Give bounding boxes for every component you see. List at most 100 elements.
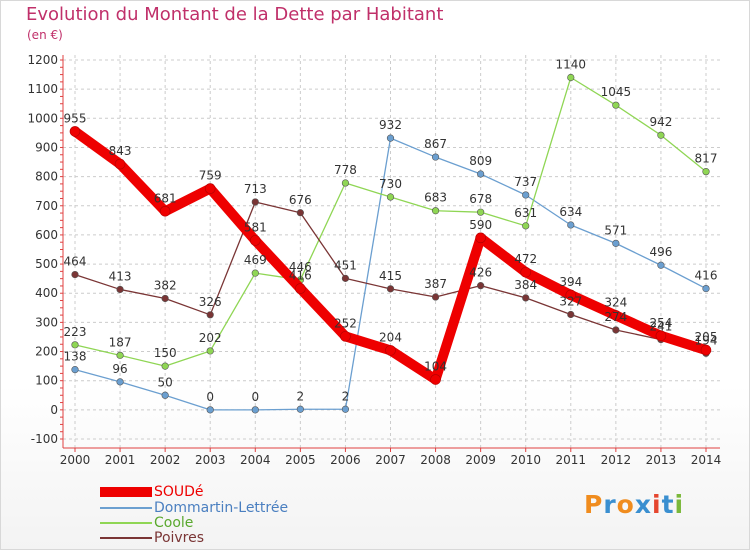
logo-letter: t: [661, 490, 675, 519]
series-point-3: [567, 310, 575, 319]
series-point-0: [340, 331, 351, 342]
data-label: 464: [64, 255, 87, 269]
logo-letter: x: [634, 490, 652, 519]
series-point-3: [522, 294, 530, 302]
series-point-3: [251, 198, 259, 206]
series-point-2: [161, 362, 169, 370]
series-point-2: [657, 131, 665, 139]
series-point-2: [702, 168, 710, 176]
data-label: 416: [289, 269, 312, 283]
legend-label: Coole: [154, 515, 194, 531]
series-point-2: [612, 101, 620, 109]
series-point-2: [477, 208, 485, 216]
proxiti-logo: Proxiti: [584, 490, 684, 519]
series-point-1: [522, 191, 530, 199]
y-tick-label: 1000: [27, 111, 58, 125]
y-tick-label: -100: [31, 432, 58, 446]
series-point-0: [520, 266, 532, 278]
data-label: 416: [695, 269, 718, 283]
data-label: 0: [251, 390, 259, 404]
data-label: 326: [199, 295, 222, 309]
y-tick-label: 800: [35, 170, 58, 184]
series-point-1: [296, 405, 304, 413]
logo-letter: r: [603, 490, 617, 519]
series-point-0: [565, 289, 577, 301]
x-tick-label: 2011: [556, 453, 587, 467]
x-tick-label: 2013: [646, 453, 677, 467]
legend-swatch: [100, 537, 152, 539]
series-point-0: [69, 126, 81, 137]
data-label: 817: [695, 152, 718, 166]
data-label: 590: [469, 218, 492, 232]
data-label: 472: [514, 252, 537, 266]
data-label: 631: [514, 206, 537, 220]
series-point-0: [159, 206, 171, 217]
series-point-1: [612, 239, 620, 247]
data-label: 759: [199, 169, 222, 183]
x-tick-label: 2004: [240, 453, 271, 467]
data-label: 0: [206, 390, 214, 404]
chart-unit: (en €): [27, 28, 63, 42]
data-label: 737: [514, 175, 537, 189]
series-point-3: [431, 293, 440, 301]
logo-letter: P: [584, 490, 604, 519]
series-point-1: [71, 366, 79, 374]
data-label: 274: [604, 310, 627, 324]
data-label: 678: [469, 192, 492, 206]
series-point-3: [161, 294, 169, 303]
data-label: 150: [154, 346, 177, 360]
y-tick-label: 200: [35, 345, 58, 359]
legend-label: Dommartin-Lettrée: [154, 500, 289, 516]
x-tick-label: 2008: [420, 453, 451, 467]
legend-item: Coole: [100, 515, 193, 531]
series-point-2: [116, 351, 124, 359]
series-point-3: [341, 274, 350, 282]
series-point-0: [385, 345, 396, 356]
series-point-2: [206, 347, 214, 355]
series-point-1: [477, 170, 485, 178]
x-tick-label: 2003: [195, 453, 226, 467]
data-label: 252: [334, 316, 357, 330]
legend-swatch: [100, 507, 152, 509]
series-point-1: [251, 406, 259, 414]
series-point-1: [431, 153, 440, 161]
data-label: 205: [695, 330, 718, 344]
series-point-2: [567, 73, 575, 82]
data-label: 571: [604, 223, 627, 237]
x-tick-label: 2010: [510, 453, 541, 467]
data-label: 415: [379, 269, 402, 283]
data-label: 426: [469, 266, 492, 280]
data-label: 50: [158, 375, 173, 389]
series-point-3: [296, 209, 304, 217]
series-point-1: [116, 378, 124, 386]
data-label: 394: [559, 275, 582, 289]
data-label: 1140: [556, 57, 587, 71]
y-tick-label: 300: [35, 315, 58, 329]
x-tick-label: 2002: [150, 453, 181, 467]
data-label: 955: [64, 111, 87, 125]
series-point-0: [204, 183, 216, 194]
data-label: 254: [649, 316, 672, 330]
data-label: 194: [695, 333, 718, 347]
y-tick-label: 400: [35, 286, 58, 300]
series-point-3: [612, 326, 620, 334]
legend-item: SOUDé: [100, 484, 204, 500]
y-tick-label: 100: [35, 374, 58, 388]
y-tick-label: 900: [35, 140, 58, 154]
series-point-0: [295, 283, 306, 294]
logo-letter: o: [616, 490, 635, 519]
series-point-0: [475, 232, 486, 244]
data-label: 809: [469, 154, 492, 168]
data-label: 867: [424, 137, 447, 151]
series-point-2: [341, 179, 350, 187]
x-tick-label: 2014: [691, 453, 722, 467]
data-label: 683: [424, 191, 447, 205]
y-tick-label: 1100: [27, 82, 58, 96]
legend-swatch: [100, 487, 152, 497]
data-label: 387: [424, 277, 447, 291]
series-point-2: [522, 222, 530, 230]
data-label: 2: [342, 389, 350, 403]
series-point-0: [610, 310, 622, 321]
